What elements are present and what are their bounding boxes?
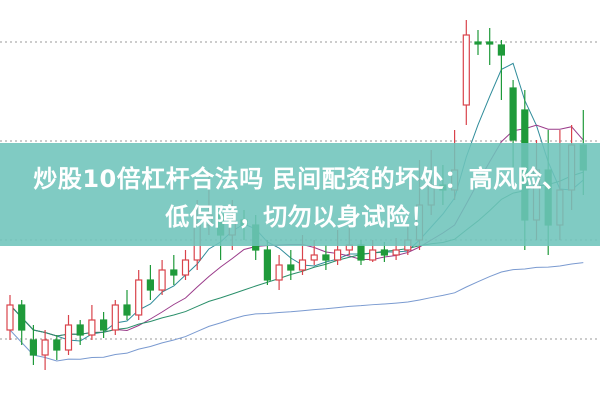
candle-body	[146, 279, 154, 291]
candle-body	[310, 254, 318, 261]
candle-body	[41, 339, 49, 356]
candle-body	[369, 249, 377, 261]
candle-body	[497, 44, 505, 56]
candle-body	[181, 259, 190, 276]
candle-body	[380, 249, 388, 256]
candle-body	[111, 304, 119, 331]
candle-body	[18, 304, 26, 331]
candle-body	[88, 319, 96, 336]
title-line-2: 低保障，切勿以身试险！	[165, 203, 435, 231]
candle-body	[474, 41, 482, 45]
candle-body	[170, 269, 178, 276]
candle-body	[298, 259, 307, 271]
candle-body	[53, 339, 61, 351]
candle-body	[158, 269, 166, 291]
candle-body	[99, 319, 108, 331]
candle-body	[486, 41, 494, 45]
candle-body	[263, 249, 271, 281]
candle-body	[322, 254, 330, 261]
candle-body	[6, 304, 14, 331]
title-overlay: 炒股10倍杠杆合法吗 民间配资的坏处：高风险、 低保障，切勿以身试险！	[0, 160, 600, 236]
candle-body	[357, 244, 365, 261]
title-line-1: 炒股10倍杠杆合法吗 民间配资的坏处：高风险、	[33, 165, 567, 193]
candle-body	[509, 87, 517, 141]
title-banner	[0, 143, 600, 246]
candle-body	[275, 264, 283, 281]
candle-body	[76, 324, 84, 336]
ma60-line	[9, 262, 584, 362]
candle-body	[135, 279, 143, 316]
candle-body	[64, 324, 73, 351]
candle-body	[334, 249, 342, 261]
candle-body	[29, 339, 37, 356]
candle-body	[392, 249, 400, 256]
candle-body	[462, 34, 470, 106]
candle-body	[287, 264, 295, 271]
candle-body	[123, 304, 131, 316]
